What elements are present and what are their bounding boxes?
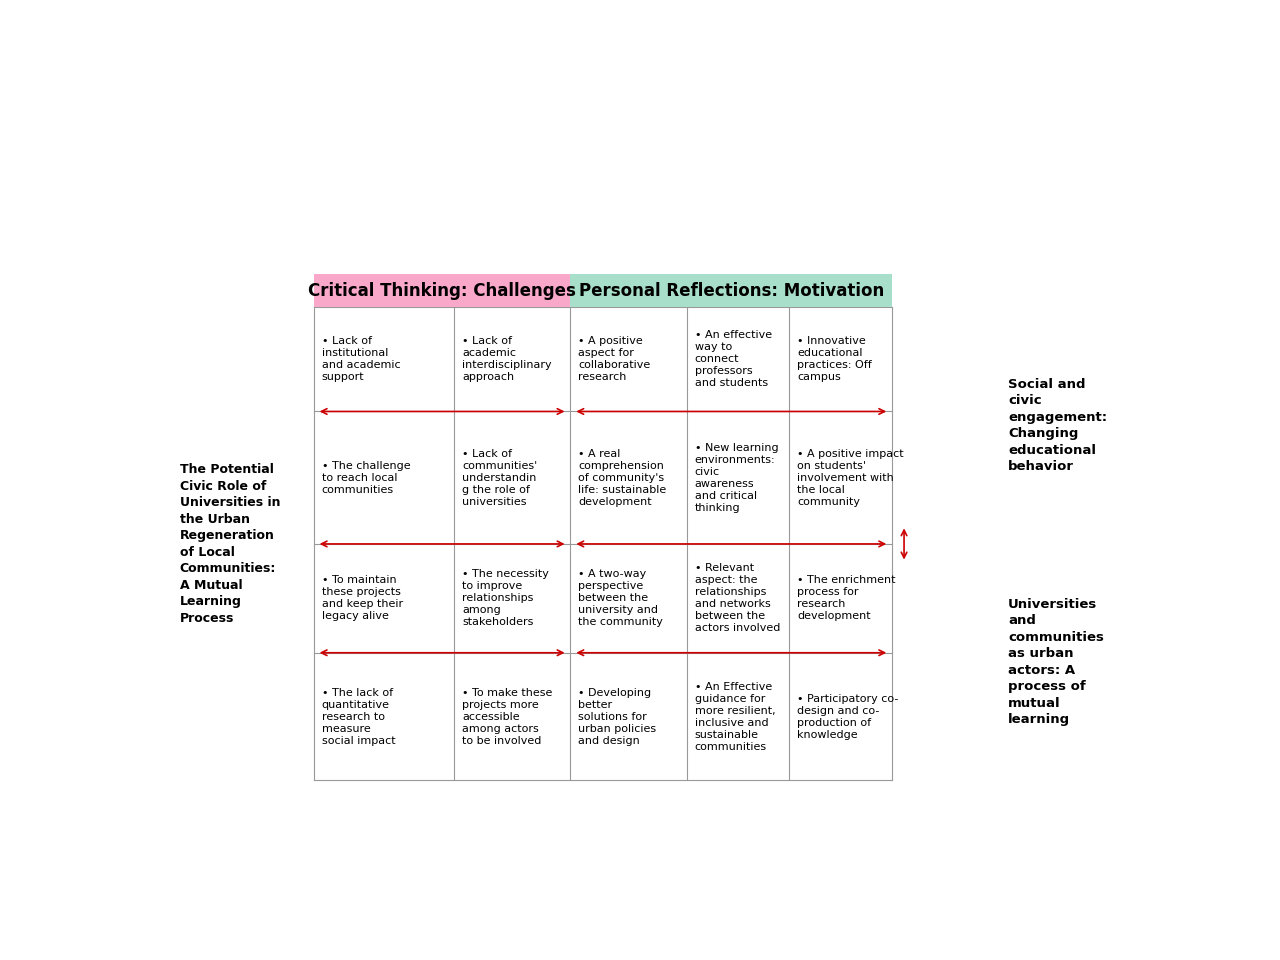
Text: • Lack of
communities'
understandin
g the role of
universities: • Lack of communities' understandin g th… [462,448,538,507]
Text: • Participatory co-
design and co-
production of
knowledge: • Participatory co- design and co- produ… [797,694,899,739]
Text: • Developing
better
solutions for
urban policies
and design: • Developing better solutions for urban … [579,687,657,746]
Text: • An effective
way to
connect
professors
and students: • An effective way to connect professors… [695,330,772,389]
Text: • New learning
environments:
civic
awareness
and critical
thinking: • New learning environments: civic aware… [695,443,778,513]
Text: • The enrichment
process for
research
development: • The enrichment process for research de… [797,575,896,621]
Text: • To maintain
these projects
and keep their
legacy alive: • To maintain these projects and keep th… [321,575,403,621]
Text: • A real
comprehension
of community's
life: sustainable
development: • A real comprehension of community's li… [579,448,667,507]
Text: • Lack of
academic
interdisciplinary
approach: • Lack of academic interdisciplinary app… [462,336,552,382]
Text: • To make these
projects more
accessible
among actors
to be involved: • To make these projects more accessible… [462,687,553,746]
Text: • The lack of
quantitative
research to
measure
social impact: • The lack of quantitative research to m… [321,687,396,746]
Text: • Lack of
institutional
and academic
support: • Lack of institutional and academic sup… [321,336,401,382]
Text: • A positive
aspect for
collaborative
research: • A positive aspect for collaborative re… [579,336,650,382]
Bar [571,275,892,307]
Text: Critical Thinking: Challenges: Critical Thinking: Challenges [308,282,576,300]
Text: • A positive impact
on students'
involvement with
the local
community: • A positive impact on students' involve… [797,448,904,507]
Text: • Relevant
aspect: the
relationships
and networks
between the
actors involved: • Relevant aspect: the relationships and… [695,564,780,634]
Text: Personal Reflections: Motivation: Personal Reflections: Motivation [579,282,884,300]
Text: Universities
and
communities
as urban
actors: A
process of
mutual
learning: Universities and communities as urban ac… [1009,598,1105,727]
Text: The Potential
Civic Role of
Universities in
the Urban
Regeneration
of Local
Comm: The Potential Civic Role of Universities… [179,463,280,625]
Text: • An Effective
guidance for
more resilient,
inclusive and
sustainable
communitie: • An Effective guidance for more resilie… [695,682,776,752]
Text: • Innovative
educational
practices: Off
campus: • Innovative educational practices: Off … [797,336,872,382]
Text: • The challenge
to reach local
communities: • The challenge to reach local communiti… [321,461,411,494]
Text: Social and
civic
engagement:
Changing
educational
behavior: Social and civic engagement: Changing ed… [1009,378,1107,473]
Bar [314,275,571,307]
Text: • The necessity
to improve
relationships
among
stakeholders: • The necessity to improve relationships… [462,569,549,627]
Text: • A two-way
perspective
between the
university and
the community: • A two-way perspective between the univ… [579,569,663,627]
